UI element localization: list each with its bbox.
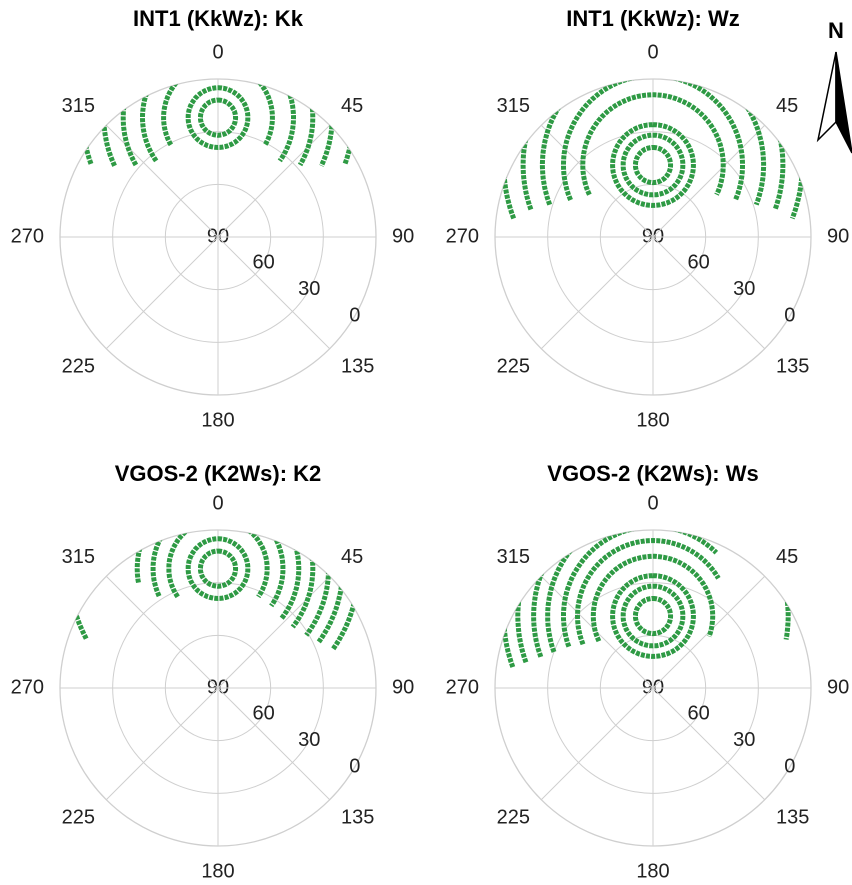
- theta-tick-label: 90: [827, 225, 849, 247]
- grid-spoke: [217, 236, 331, 350]
- theta-tick-label: 45: [341, 95, 363, 117]
- track: [120, 530, 332, 637]
- r-tick-label: 0: [784, 304, 795, 326]
- grid-spoke: [540, 687, 654, 801]
- grid-spoke: [652, 124, 766, 238]
- track: [129, 530, 316, 629]
- theta-tick-label: 135: [776, 806, 809, 828]
- chart-title: VGOS-2 (K2Ws): Ws: [547, 461, 758, 486]
- track: [632, 596, 674, 637]
- theta-tick-label: 0: [647, 41, 658, 63]
- track: [580, 92, 726, 196]
- theta-tick-label: 270: [446, 225, 479, 247]
- grid-spoke: [217, 687, 331, 801]
- r-tick-label: 30: [733, 278, 755, 300]
- theta-tick-label: 45: [776, 546, 798, 568]
- track: [161, 79, 275, 147]
- theta-tick-label: 180: [201, 409, 234, 431]
- theta-tick-label: 315: [62, 546, 95, 568]
- grid-spoke: [540, 575, 654, 689]
- track: [574, 537, 721, 646]
- theta-tick-label: 270: [446, 676, 479, 698]
- track: [610, 573, 696, 659]
- track: [561, 79, 745, 201]
- theta-tick-label: 270: [11, 225, 44, 247]
- track: [620, 132, 686, 198]
- track: [590, 553, 716, 643]
- r-tick-label: 60: [252, 703, 274, 725]
- grid-spoke: [540, 236, 654, 350]
- track: [140, 79, 296, 163]
- theta-tick-label: 315: [497, 546, 530, 568]
- chart-title: INT1 (KkWz): Kk: [133, 6, 304, 31]
- track: [531, 530, 723, 658]
- theta-tick-label: 180: [201, 860, 234, 880]
- theta-tick-label: 225: [497, 806, 530, 828]
- r-tick-label: 30: [298, 278, 320, 300]
- r-tick-label: 0: [784, 755, 795, 777]
- track: [632, 145, 674, 186]
- polar-chart: VGOS-2 (K2Ws): K290603000459013518022527…: [11, 461, 415, 882]
- theta-tick-label: 90: [827, 676, 849, 698]
- theta-tick-label: 45: [341, 546, 363, 568]
- theta-tick-label: 45: [776, 95, 798, 117]
- r-tick-label: 0: [349, 304, 360, 326]
- theta-tick-label: 315: [497, 95, 530, 117]
- track: [185, 85, 251, 151]
- north-label: N: [828, 18, 844, 43]
- track: [150, 530, 286, 608]
- r-tick-label: 60: [687, 703, 709, 725]
- track: [620, 583, 686, 649]
- north-arrow-left: [816, 51, 837, 143]
- theta-tick-label: 0: [212, 41, 223, 63]
- track: [166, 530, 270, 599]
- grid-spoke: [540, 124, 654, 238]
- theta-tick-label: 270: [11, 676, 44, 698]
- polar-chart: INT1 (KkWz): Wz9060300045901351802252703…: [446, 6, 850, 431]
- grid-spoke: [652, 236, 766, 350]
- theta-tick-label: 315: [62, 95, 95, 117]
- theta-tick-label: 180: [636, 860, 669, 880]
- r-tick-label: 30: [298, 729, 320, 751]
- r-tick-label: 60: [252, 252, 274, 274]
- north-arrow-right: [835, 51, 852, 154]
- chart-title: INT1 (KkWz): Wz: [566, 6, 740, 31]
- track: [197, 548, 239, 589]
- r-tick-label: 0: [349, 755, 360, 777]
- theta-tick-label: 180: [636, 409, 669, 431]
- theta-tick-label: 90: [392, 225, 414, 247]
- theta-tick-label: 225: [62, 806, 95, 828]
- theta-tick-label: 225: [62, 355, 95, 377]
- theta-tick-label: 90: [392, 676, 414, 698]
- north-arrow: N: [816, 18, 852, 154]
- track: [539, 79, 767, 206]
- grid-spoke: [105, 575, 219, 689]
- track: [545, 530, 723, 653]
- polar-chart: VGOS-2 (K2Ws): Ws90603000459013518022527…: [446, 461, 850, 882]
- theta-tick-label: 0: [212, 492, 223, 514]
- grid-spoke: [105, 236, 219, 350]
- theta-tick-label: 135: [776, 355, 809, 377]
- grid-spoke: [217, 124, 331, 238]
- theta-tick-label: 135: [341, 806, 374, 828]
- grid-spoke: [105, 687, 219, 801]
- r-tick-label: 30: [733, 729, 755, 751]
- track: [197, 97, 239, 138]
- theta-tick-label: 225: [497, 355, 530, 377]
- polar-chart: INT1 (KkWz): Kk9060300045901351802252703…: [11, 6, 415, 431]
- chart-title: VGOS-2 (K2Ws): K2: [115, 461, 322, 486]
- theta-tick-label: 0: [647, 492, 658, 514]
- theta-tick-label: 135: [341, 355, 374, 377]
- r-tick-label: 60: [687, 252, 709, 274]
- grid-spoke: [652, 687, 766, 801]
- track: [185, 536, 251, 602]
- track: [610, 122, 696, 208]
